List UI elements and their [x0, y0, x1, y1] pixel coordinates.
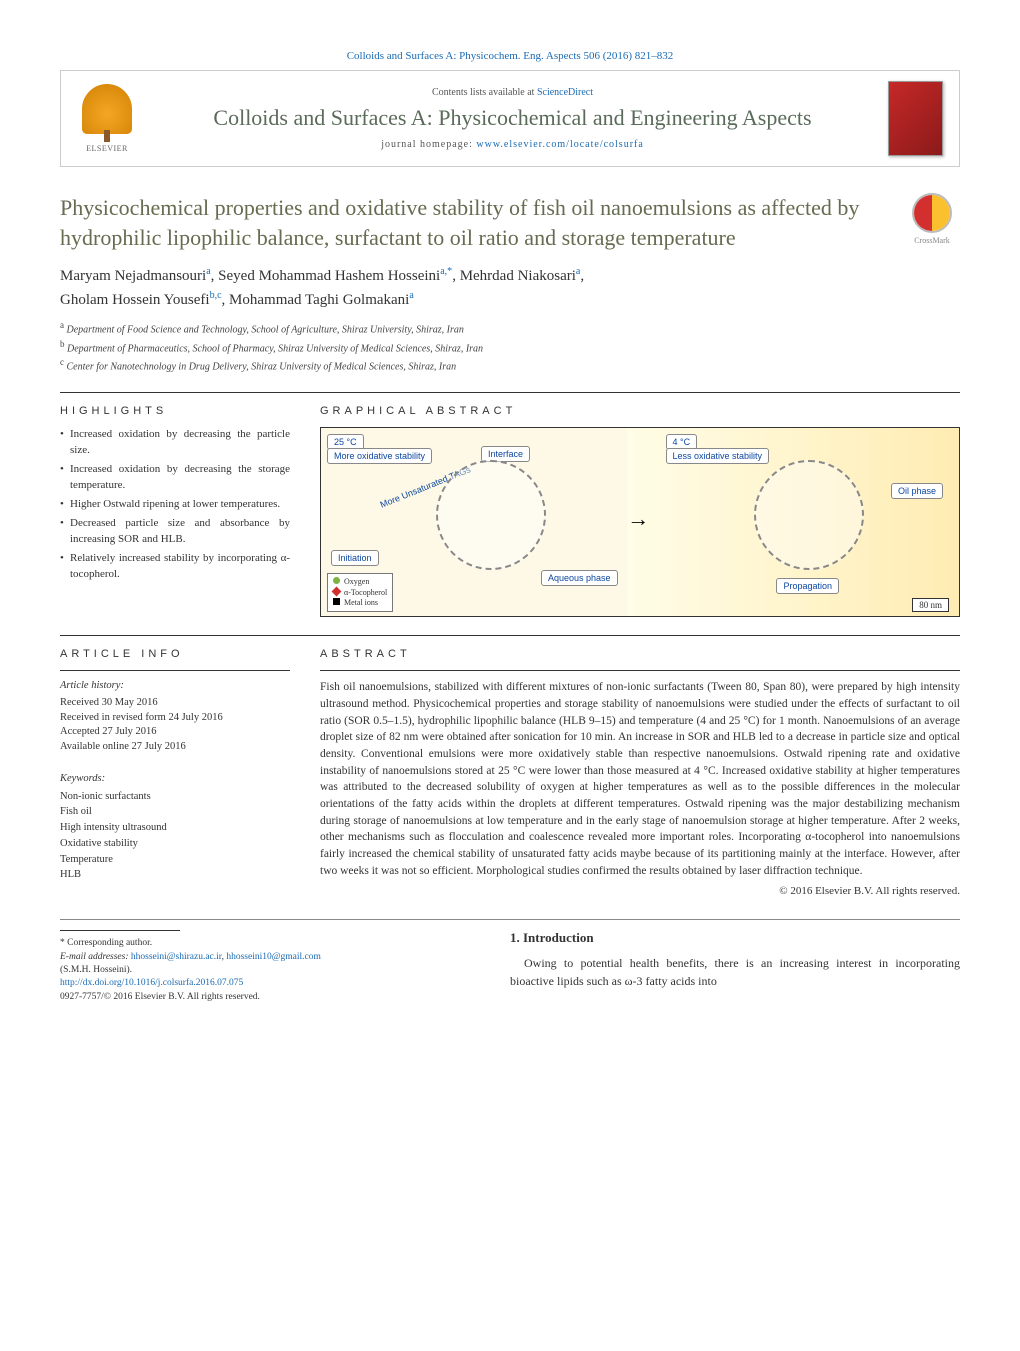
ga-scale-bar: 80 nm: [912, 598, 949, 612]
ga-oil-phase: Oil phase: [891, 483, 943, 499]
article-history: Article history: Received 30 May 2016 Re…: [60, 679, 290, 754]
sciencedirect-link[interactable]: ScienceDirect: [537, 87, 593, 98]
journal-cover-thumbnail: [888, 81, 943, 156]
journal-name: Colloids and Surfaces A: Physicochemical…: [157, 104, 868, 133]
corresponding-email-1[interactable]: hhosseini@shirazu.ac.ir: [131, 952, 222, 962]
abstract-text: Fish oil nanoemulsions, stabilized with …: [320, 679, 960, 879]
authors-list: Maryam Nejadmansouria, Seyed Mohammad Ha…: [60, 264, 960, 311]
ga-propagation: Propagation: [776, 578, 839, 594]
highlight-item: Decreased particle size and absorbance b…: [60, 516, 290, 548]
ga-initiation: Initiation: [331, 550, 379, 566]
journal-homepage-link[interactable]: www.elsevier.com/locate/colsurfa: [476, 139, 643, 150]
graphical-abstract-figure: 25 °C More oxidative stability 4 °C Less…: [320, 427, 960, 617]
highlight-item: Higher Ostwald ripening at lower tempera…: [60, 497, 290, 513]
keywords-block: Keywords: Non-ionic surfactants Fish oil…: [60, 771, 290, 883]
publisher-name: ELSEVIER: [86, 144, 128, 153]
crossmark-badge[interactable]: CrossMark: [904, 193, 960, 245]
ga-droplet-left: [436, 460, 546, 570]
ga-less-stable: Less oxidative stability: [666, 448, 770, 464]
elsevier-logo: ELSEVIER: [77, 84, 137, 154]
ga-more-stable: More oxidative stability: [327, 448, 432, 464]
article-info-heading: ARTICLE INFO: [60, 648, 290, 660]
introduction-heading: 1. Introduction: [510, 930, 960, 946]
affiliations: a Department of Food Science and Technol…: [60, 319, 960, 374]
journal-homepage-line: journal homepage: www.elsevier.com/locat…: [157, 139, 868, 150]
copyright-line: © 2016 Elsevier B.V. All rights reserved…: [320, 885, 960, 897]
highlights-heading: HIGHLIGHTS: [60, 405, 290, 417]
ga-aqueous: Aqueous phase: [541, 570, 618, 586]
journal-citation[interactable]: Colloids and Surfaces A: Physicochem. En…: [60, 50, 960, 62]
journal-header: ELSEVIER Contents lists available at Sci…: [60, 70, 960, 167]
crossmark-icon: [912, 193, 952, 233]
highlight-item: Increased oxidation by decreasing the pa…: [60, 427, 290, 459]
contents-available: Contents lists available at ScienceDirec…: [157, 87, 868, 98]
doi-link[interactable]: http://dx.doi.org/10.1016/j.colsurfa.201…: [60, 978, 243, 988]
article-title: Physicochemical properties and oxidative…: [60, 193, 888, 252]
highlights-list: Increased oxidation by decreasing the pa…: [60, 427, 290, 582]
footer-corresponding: * Corresponding author. E-mail addresses…: [60, 930, 480, 1003]
introduction-text: Owing to potential health benefits, ther…: [510, 954, 960, 990]
corresponding-email-2[interactable]: hhosseini10@gmail.com: [226, 952, 321, 962]
highlight-item: Increased oxidation by decreasing the st…: [60, 462, 290, 494]
highlight-item: Relatively increased stability by incorp…: [60, 551, 290, 583]
ga-droplet-right: [754, 460, 864, 570]
abstract-heading: ABSTRACT: [320, 648, 960, 660]
arrow-icon: →: [627, 506, 649, 532]
graphical-abstract-heading: GRAPHICAL ABSTRACT: [320, 405, 960, 417]
elsevier-tree-icon: [82, 84, 132, 134]
ga-legend: Oxygen α-Tocopherol Metal ions: [327, 573, 393, 612]
